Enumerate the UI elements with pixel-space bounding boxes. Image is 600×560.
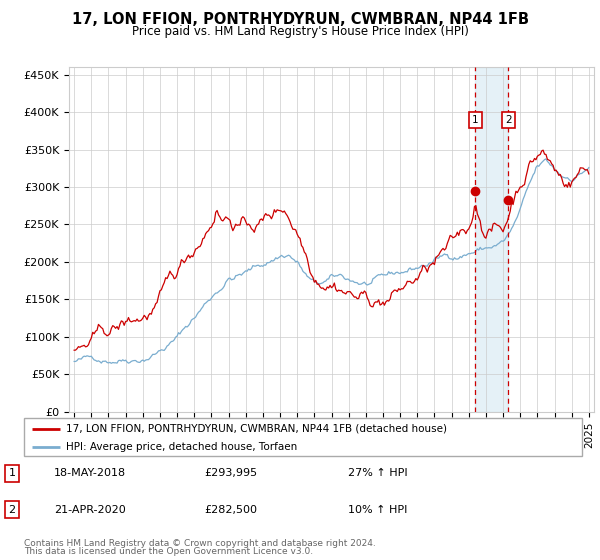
- Text: 2: 2: [505, 115, 512, 125]
- Text: 1: 1: [472, 115, 479, 125]
- Text: £293,995: £293,995: [204, 468, 257, 478]
- Text: Price paid vs. HM Land Registry's House Price Index (HPI): Price paid vs. HM Land Registry's House …: [131, 25, 469, 38]
- Text: 27% ↑ HPI: 27% ↑ HPI: [348, 468, 407, 478]
- Text: Contains HM Land Registry data © Crown copyright and database right 2024.: Contains HM Land Registry data © Crown c…: [24, 539, 376, 548]
- Text: 2: 2: [8, 505, 16, 515]
- Text: This data is licensed under the Open Government Licence v3.0.: This data is licensed under the Open Gov…: [24, 547, 313, 556]
- Text: 21-APR-2020: 21-APR-2020: [54, 505, 126, 515]
- Text: 10% ↑ HPI: 10% ↑ HPI: [348, 505, 407, 515]
- Text: 18-MAY-2018: 18-MAY-2018: [54, 468, 126, 478]
- Bar: [475, 67, 508, 412]
- Text: HPI: Average price, detached house, Torfaen: HPI: Average price, detached house, Torf…: [66, 442, 297, 452]
- Text: 17, LON FFION, PONTRHYDYRUN, CWMBRAN, NP44 1FB: 17, LON FFION, PONTRHYDYRUN, CWMBRAN, NP…: [71, 12, 529, 27]
- Text: 17, LON FFION, PONTRHYDYRUN, CWMBRAN, NP44 1FB (detached house): 17, LON FFION, PONTRHYDYRUN, CWMBRAN, NP…: [66, 423, 447, 433]
- Text: 1: 1: [8, 468, 16, 478]
- Text: £282,500: £282,500: [204, 505, 257, 515]
- FancyBboxPatch shape: [24, 418, 582, 456]
